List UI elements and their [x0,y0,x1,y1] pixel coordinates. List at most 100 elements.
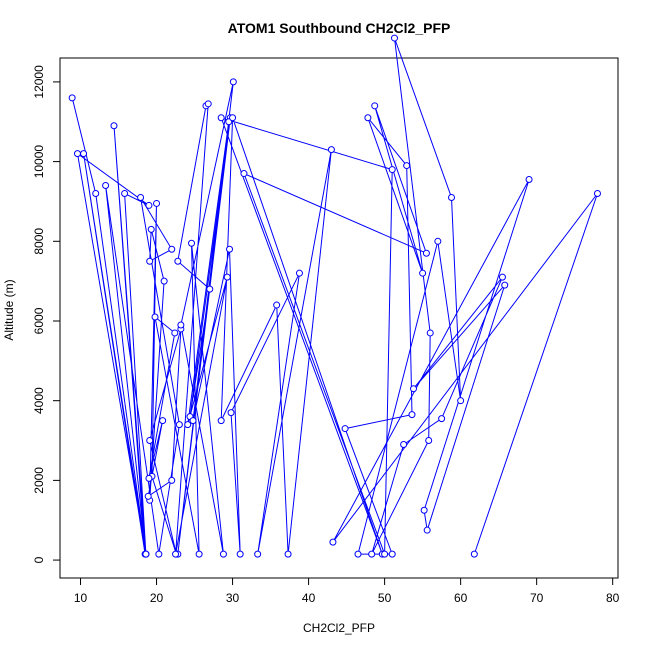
data-point [175,421,183,429]
x-tick-label: 40 [302,591,316,605]
data-point [219,550,227,558]
data-point [226,245,234,253]
data-point [470,550,478,558]
data-point [102,182,110,190]
data-point [273,301,281,309]
plot-area [59,57,619,579]
data-point [423,526,431,534]
y-tick-label: 0 [32,556,46,563]
data-point [448,193,456,201]
data-point [381,550,389,558]
y-tick-label: 10000 [32,145,46,179]
data-point [498,273,506,281]
plot-frame [59,57,619,579]
data-point [403,162,411,170]
data-point [68,94,76,102]
data-point [525,176,533,184]
data-point [189,417,197,425]
data-point [438,415,446,423]
x-tick-label: 80 [606,591,620,605]
data-point [147,225,155,233]
data-point [434,237,442,245]
data-point [184,421,192,429]
data-point [229,114,237,122]
x-tick-label: 60 [454,591,468,605]
data-point [400,441,408,449]
data-point [254,550,262,558]
data-point [229,78,237,86]
data-point [327,146,335,154]
data-point [419,269,427,277]
data-point [364,114,372,122]
x-tick-label: 20 [150,591,164,605]
y-tick-label: 8000 [32,228,46,255]
data-point [329,538,337,546]
data-point [204,100,212,108]
data-point [223,273,231,281]
y-tick-label: 6000 [32,307,46,334]
data-point [240,170,248,178]
data-point [420,506,428,514]
data-point [172,550,180,558]
y-tick-label: 2000 [32,467,46,494]
data-point [151,313,159,321]
data-point [410,385,418,393]
data-point [457,397,465,405]
data-point [217,417,225,425]
data-point [227,409,235,417]
y-tick-label: 12000 [32,65,46,99]
x-axis-label: CH2Cl2_PFP [303,621,375,635]
data-point [217,114,225,122]
data-point [371,102,379,110]
data-point [171,329,179,337]
x-tick-label: 70 [530,591,544,605]
data-point [92,189,100,197]
data-point [110,122,118,130]
data-point [73,150,81,158]
x-tick-label: 50 [378,591,392,605]
data-point [354,550,362,558]
data-point [206,285,214,293]
data-point [236,550,244,558]
chart-title: ATOM1 Southbound CH2Cl2_PFP [228,20,451,36]
data-point [425,437,433,445]
series-line [71,37,598,555]
data-point [195,550,203,558]
data-point [174,257,182,265]
x-tick-label: 30 [226,591,240,605]
data-point [159,417,167,425]
data-point [153,199,161,207]
data-point [284,550,292,558]
data-point [408,411,416,419]
data-point [295,269,303,277]
data-point [388,166,396,174]
data-point [160,277,168,285]
data-point [168,476,176,484]
y-tick-label: 4000 [32,387,46,414]
data-point [137,193,145,201]
data-point [145,474,153,482]
y-axis: 0 2000 4000 6000 8000 10000 12000 [32,65,61,563]
data-point [168,245,176,253]
data-point [121,189,129,197]
series-layer [68,34,601,558]
data-point [426,329,434,337]
data-point [146,437,154,445]
data-point [593,189,601,197]
data-point [388,550,396,558]
data-point [188,239,196,247]
data-point [177,321,185,329]
data-point [155,550,163,558]
data-point [146,257,154,265]
y-axis-label: Altitude (m) [2,279,16,340]
x-tick-label: 10 [74,591,88,605]
data-point [144,492,152,500]
data-point [145,201,153,209]
data-point [422,249,430,257]
data-point [390,34,398,42]
data-point [341,425,349,433]
data-point [142,550,150,558]
data-point [501,281,509,289]
data-point [80,150,88,158]
